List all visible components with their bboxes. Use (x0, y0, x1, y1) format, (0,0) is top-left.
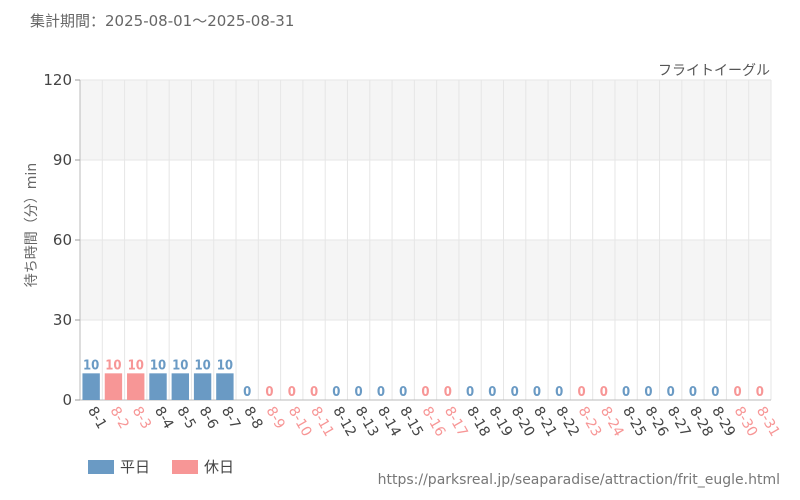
period-label: 集計期間： (30, 12, 106, 30)
x-tick-labels: 8-18-28-38-48-58-68-78-88-98-108-118-128… (84, 404, 782, 440)
data-label: 0 (399, 385, 407, 400)
x-tick-label: 8-7 (218, 404, 243, 432)
y-tick-labels: 0 30 60 90 120 (43, 71, 72, 409)
data-label: 0 (667, 385, 675, 400)
bar (216, 373, 234, 400)
bar (193, 373, 212, 400)
data-label: 0 (355, 385, 363, 400)
data-label: 10 (194, 358, 210, 373)
data-label: 10 (128, 358, 144, 373)
grid-lines (79, 79, 772, 401)
data-label: 0 (444, 385, 452, 400)
source-url: https://parksreal.jp/seaparadise/attract… (377, 472, 780, 488)
y-tick-label: 30 (53, 311, 72, 329)
x-tick-label: 8-5 (173, 404, 198, 432)
legend-holiday[interactable]: 休日 (172, 456, 234, 477)
legend-holiday-swatch (172, 459, 199, 474)
data-label: 0 (577, 385, 585, 400)
data-label: 0 (332, 385, 340, 400)
bars (82, 373, 234, 400)
data-label: 0 (644, 385, 652, 400)
data-label: 0 (622, 385, 630, 400)
x-tick-label: 8-8 (240, 404, 265, 432)
data-label: 0 (689, 385, 697, 400)
period-range: 2025-08-01～2025-08-31 (105, 12, 295, 30)
data-label: 0 (511, 385, 519, 400)
y-tick-label: 120 (43, 71, 72, 89)
legend-holiday-label: 休日 (204, 458, 235, 476)
x-tick-label: 8-9 (263, 404, 288, 432)
x-tick-label: 8-6 (196, 404, 221, 432)
chart-title: フライトイーグル (658, 63, 770, 79)
data-label: 0 (421, 385, 429, 400)
y-tick-label: 0 (62, 391, 72, 409)
y-tick-label: 90 (53, 151, 72, 169)
plot-bands (80, 80, 771, 320)
data-label: 0 (555, 385, 563, 400)
data-label: 0 (533, 385, 541, 400)
data-label: 0 (265, 385, 273, 400)
bar (82, 373, 100, 400)
data-label: 0 (243, 385, 251, 400)
bar (171, 373, 189, 400)
data-label: 0 (488, 385, 496, 400)
bar (104, 373, 123, 400)
data-label: 0 (288, 385, 296, 400)
x-tick-label: 8-3 (129, 404, 154, 432)
bar (149, 373, 167, 400)
data-label: 0 (466, 385, 474, 400)
legend: 平日 休日 (88, 456, 234, 477)
bar (127, 373, 145, 400)
x-tick-label: 8-1 (84, 404, 109, 432)
x-tick-label: 8-2 (107, 404, 132, 432)
data-label: 0 (711, 385, 719, 400)
x-tick-label: 8-31 (753, 404, 783, 440)
data-labels: 10 10 10 10 10 10 100 0 0 0 0 0 0 0 0 0 0 0 0 0 0 0 0 0 0 0 0 0 0 0 (83, 358, 764, 400)
data-label: 10 (105, 358, 121, 373)
plot-band (80, 80, 771, 160)
legend-weekday-swatch (88, 459, 114, 474)
data-label: 10 (172, 358, 188, 373)
legend-weekday-label: 平日 (120, 458, 151, 476)
data-label: 0 (756, 385, 764, 400)
data-label: 0 (600, 385, 608, 400)
legend-weekday[interactable]: 平日 (88, 456, 150, 477)
data-label: 0 (310, 385, 318, 400)
data-label: 10 (217, 358, 233, 373)
plot-band (80, 240, 771, 320)
data-label: 0 (377, 385, 385, 400)
x-tick-label: 8-4 (151, 404, 176, 432)
collection-period: 集計期間：2025-08-01～2025-08-31 (30, 10, 294, 31)
data-label: 10 (83, 358, 99, 373)
y-tick-label: 60 (53, 231, 72, 249)
data-label: 0 (733, 385, 741, 400)
y-axis-label: 待ち時間（分）min (24, 163, 40, 287)
data-label: 10 (150, 358, 166, 373)
